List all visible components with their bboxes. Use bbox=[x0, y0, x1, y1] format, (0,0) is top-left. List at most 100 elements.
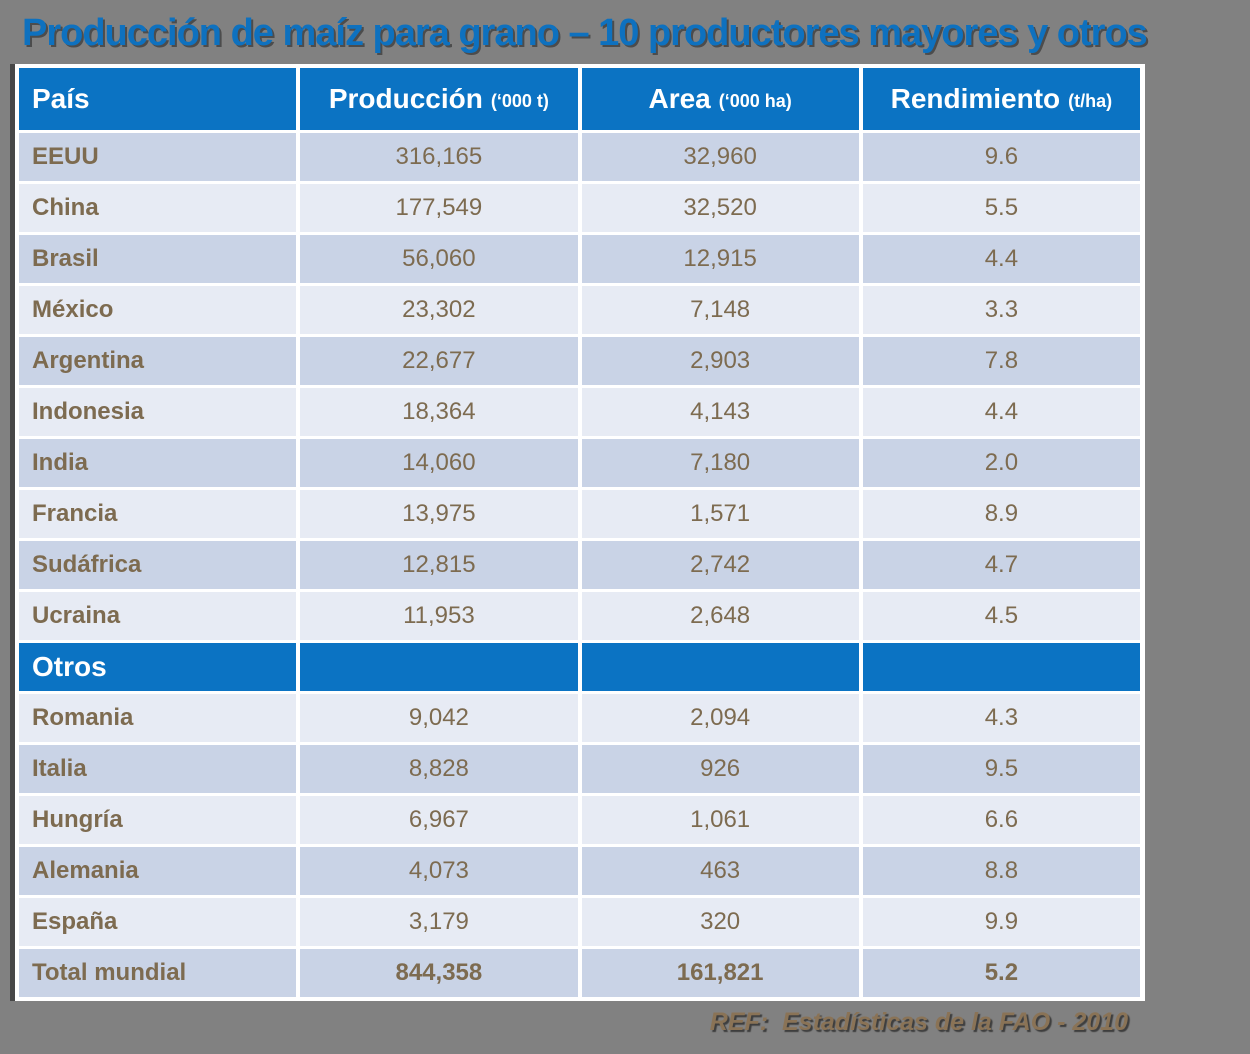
produccion-cell: 3,179 bbox=[300, 898, 578, 946]
produccion-cell: 11,953 bbox=[300, 592, 578, 640]
table-row: China 177,549 32,520 5.5 bbox=[19, 184, 1140, 232]
rendimiento-cell: 3.3 bbox=[862, 286, 1140, 334]
rendimiento-cell: 9.5 bbox=[862, 745, 1140, 793]
area-cell: 32,960 bbox=[581, 133, 859, 181]
country-cell: Brasil bbox=[19, 235, 297, 283]
produccion-cell bbox=[300, 643, 578, 691]
rendimiento-cell: 8.8 bbox=[862, 847, 1140, 895]
table-row: Francia 13,975 1,571 8.9 bbox=[19, 490, 1140, 538]
rendimiento-cell: 4.5 bbox=[862, 592, 1140, 640]
table-row: India 14,060 7,180 2.0 bbox=[19, 439, 1140, 487]
table-header-row: País Producción (‘000 t) Area (‘000 ha) … bbox=[19, 68, 1140, 130]
area-cell: 12,915 bbox=[581, 235, 859, 283]
produccion-cell: 4,073 bbox=[300, 847, 578, 895]
column-header-pais: País bbox=[19, 68, 297, 130]
produccion-cell: 56,060 bbox=[300, 235, 578, 283]
table-row: Romania 9,042 2,094 4.3 bbox=[19, 694, 1140, 742]
country-cell: Romania bbox=[19, 694, 297, 742]
table-row: Italia 8,828 926 9.5 bbox=[19, 745, 1140, 793]
country-cell: Hungría bbox=[19, 796, 297, 844]
rendimiento-cell: 9.9 bbox=[862, 898, 1140, 946]
rendimiento-cell: 7.8 bbox=[862, 337, 1140, 385]
table-row: Total mundial 844,358 161,821 5.2 bbox=[19, 949, 1140, 997]
rendimiento-cell: 4.4 bbox=[862, 235, 1140, 283]
table-row: Indonesia 18,364 4,143 4.4 bbox=[19, 388, 1140, 436]
country-cell: Sudáfrica bbox=[19, 541, 297, 589]
table-row: México 23,302 7,148 3.3 bbox=[19, 286, 1140, 334]
column-header-produccion: Producción (‘000 t) bbox=[300, 68, 578, 130]
page-title: Producción de maíz para grano – 10 produ… bbox=[22, 12, 1148, 54]
column-header-label: País bbox=[32, 83, 90, 114]
column-header-label: Producción bbox=[328, 83, 483, 114]
country-cell: Argentina bbox=[19, 337, 297, 385]
area-cell: 1,061 bbox=[581, 796, 859, 844]
section-row: Otros bbox=[19, 643, 1140, 691]
table-row: España 3,179 320 9.9 bbox=[19, 898, 1140, 946]
produccion-cell: 12,815 bbox=[300, 541, 578, 589]
area-cell: 2,648 bbox=[581, 592, 859, 640]
country-cell: Otros bbox=[19, 643, 297, 691]
column-header-unit: (‘000 t) bbox=[490, 90, 549, 111]
country-cell: Total mundial bbox=[19, 949, 297, 997]
area-cell: 32,520 bbox=[581, 184, 859, 232]
produccion-cell: 8,828 bbox=[300, 745, 578, 793]
column-header-unit: (t/ha) bbox=[1068, 90, 1113, 111]
column-header-rendimiento: Rendimiento (t/ha) bbox=[862, 68, 1140, 130]
area-cell: 2,742 bbox=[581, 541, 859, 589]
table-row: Alemania 4,073 463 8.8 bbox=[19, 847, 1140, 895]
area-cell: 463 bbox=[581, 847, 859, 895]
table-row: Hungría 6,967 1,061 6.6 bbox=[19, 796, 1140, 844]
rendimiento-cell bbox=[862, 643, 1140, 691]
rendimiento-cell: 6.6 bbox=[862, 796, 1140, 844]
table-row: Brasil 56,060 12,915 4.4 bbox=[19, 235, 1140, 283]
produccion-cell: 23,302 bbox=[300, 286, 578, 334]
source-reference: REF: Estadísticas de la FAO - 2010 bbox=[709, 1008, 1128, 1036]
rendimiento-cell: 4.3 bbox=[862, 694, 1140, 742]
country-cell: China bbox=[19, 184, 297, 232]
table-row: EEUU 316,165 32,960 9.6 bbox=[19, 133, 1140, 181]
area-cell: 7,180 bbox=[581, 439, 859, 487]
produccion-cell: 13,975 bbox=[300, 490, 578, 538]
table-row: Sudáfrica 12,815 2,742 4.7 bbox=[19, 541, 1140, 589]
area-cell bbox=[581, 643, 859, 691]
rendimiento-cell: 2.0 bbox=[862, 439, 1140, 487]
area-cell: 2,903 bbox=[581, 337, 859, 385]
country-cell: España bbox=[19, 898, 297, 946]
area-cell: 1,571 bbox=[581, 490, 859, 538]
produccion-cell: 844,358 bbox=[300, 949, 578, 997]
country-cell: EEUU bbox=[19, 133, 297, 181]
country-cell: Alemania bbox=[19, 847, 297, 895]
column-header-area: Area (‘000 ha) bbox=[581, 68, 859, 130]
area-cell: 4,143 bbox=[581, 388, 859, 436]
country-cell: Italia bbox=[19, 745, 297, 793]
area-cell: 320 bbox=[581, 898, 859, 946]
country-cell: Indonesia bbox=[19, 388, 297, 436]
area-cell: 7,148 bbox=[581, 286, 859, 334]
produccion-cell: 14,060 bbox=[300, 439, 578, 487]
produccion-cell: 316,165 bbox=[300, 133, 578, 181]
rendimiento-cell: 8.9 bbox=[862, 490, 1140, 538]
table-row: Ucraina 11,953 2,648 4.5 bbox=[19, 592, 1140, 640]
column-header-label: Rendimiento bbox=[890, 83, 1061, 114]
area-cell: 2,094 bbox=[581, 694, 859, 742]
column-header-label: Area bbox=[648, 83, 711, 114]
rendimiento-cell: 9.6 bbox=[862, 133, 1140, 181]
data-table: País Producción (‘000 t) Area (‘000 ha) … bbox=[10, 64, 1145, 1001]
rendimiento-cell: 4.4 bbox=[862, 388, 1140, 436]
rendimiento-cell: 5.5 bbox=[862, 184, 1140, 232]
area-cell: 926 bbox=[581, 745, 859, 793]
country-cell: Francia bbox=[19, 490, 297, 538]
country-cell: México bbox=[19, 286, 297, 334]
produccion-cell: 18,364 bbox=[300, 388, 578, 436]
country-cell: India bbox=[19, 439, 297, 487]
column-header-unit: (‘000 ha) bbox=[718, 90, 792, 111]
produccion-cell: 177,549 bbox=[300, 184, 578, 232]
rendimiento-cell: 5.2 bbox=[862, 949, 1140, 997]
country-cell: Ucraina bbox=[19, 592, 297, 640]
produccion-cell: 9,042 bbox=[300, 694, 578, 742]
rendimiento-cell: 4.7 bbox=[862, 541, 1140, 589]
area-cell: 161,821 bbox=[581, 949, 859, 997]
table-row: Argentina 22,677 2,903 7.8 bbox=[19, 337, 1140, 385]
produccion-cell: 6,967 bbox=[300, 796, 578, 844]
produccion-cell: 22,677 bbox=[300, 337, 578, 385]
